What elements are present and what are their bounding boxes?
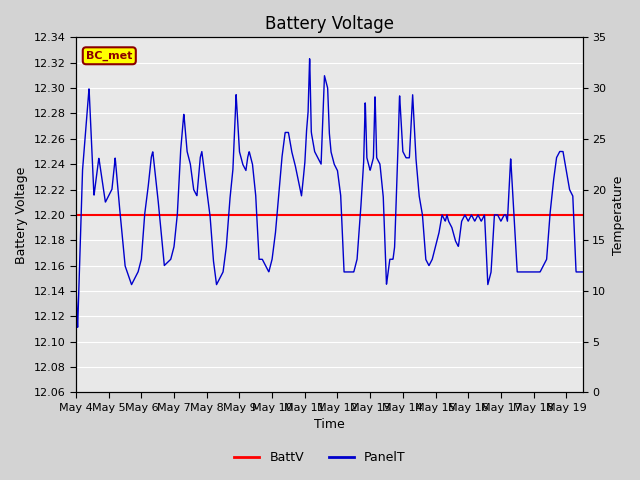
Y-axis label: Temperature: Temperature <box>612 175 625 254</box>
Text: BC_met: BC_met <box>86 50 132 61</box>
Y-axis label: Battery Voltage: Battery Voltage <box>15 166 28 264</box>
Title: Battery Voltage: Battery Voltage <box>265 15 394 33</box>
Legend: BattV, PanelT: BattV, PanelT <box>229 446 411 469</box>
X-axis label: Time: Time <box>314 419 345 432</box>
